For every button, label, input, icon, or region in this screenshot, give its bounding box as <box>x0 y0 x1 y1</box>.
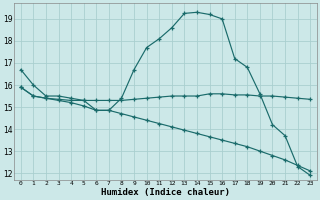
X-axis label: Humidex (Indice chaleur): Humidex (Indice chaleur) <box>101 188 230 197</box>
